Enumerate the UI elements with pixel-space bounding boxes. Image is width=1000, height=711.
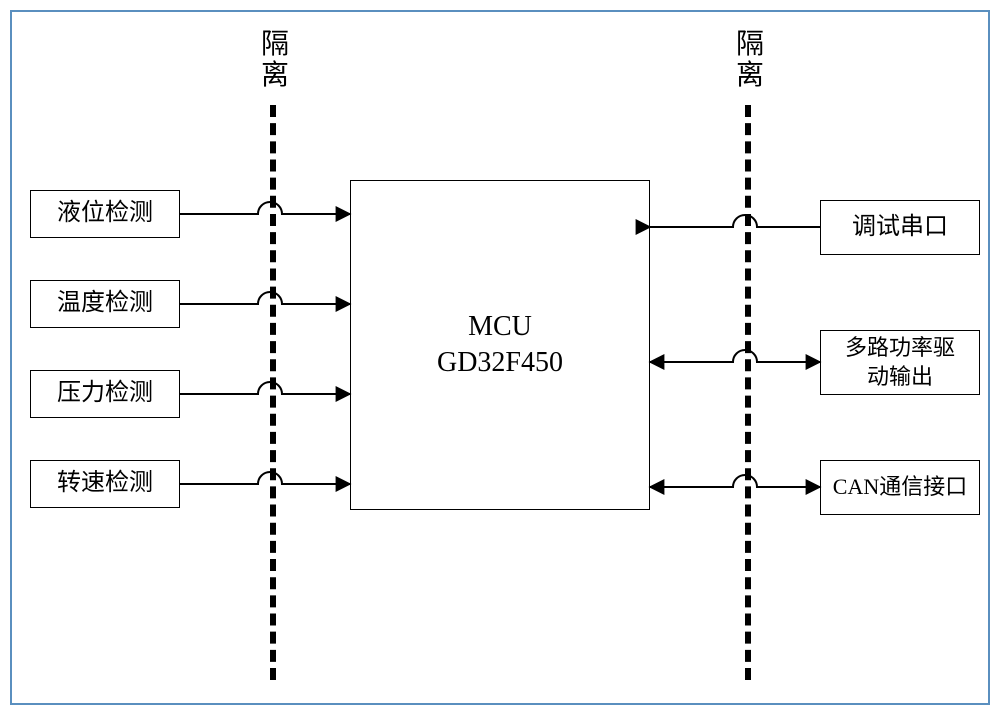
can-interface-box: CAN通信接口: [820, 460, 980, 515]
pressure-box: 压力检测: [30, 370, 180, 418]
isolation-label-left-text: 隔 离: [261, 29, 289, 91]
isolation-label-right: 隔 离: [730, 30, 770, 92]
isolation-label-right-text: 隔 离: [736, 29, 764, 91]
rpm-label: 转速检测: [57, 468, 153, 499]
temperature-box: 温度检测: [30, 280, 180, 328]
pressure-label: 压力检测: [57, 378, 153, 409]
isolation-label-left: 隔 离: [255, 30, 295, 92]
mcu-label-line1: MCU: [468, 311, 532, 342]
power-drive-box: 多路功率驱 动输出: [820, 330, 980, 395]
liquid-level-label: 液位检测: [57, 198, 153, 229]
diagram-canvas: 隔 离 隔 离 MCU GD32F450 液位检测 温度检测 压力检测 转速检测…: [0, 0, 1000, 711]
mcu-label-line2: GD32F450: [437, 347, 563, 378]
isolation-line-left: [270, 105, 276, 680]
can-interface-label: CAN通信接口: [833, 473, 967, 502]
liquid-level-box: 液位检测: [30, 190, 180, 238]
debug-serial-label: 调试串口: [852, 212, 948, 243]
isolation-line-right: [745, 105, 751, 680]
debug-serial-box: 调试串口: [820, 200, 980, 255]
mcu-label: MCU GD32F450: [437, 309, 563, 382]
rpm-box: 转速检测: [30, 460, 180, 508]
temperature-label: 温度检测: [57, 288, 153, 319]
power-drive-label: 多路功率驱 动输出: [845, 334, 955, 391]
mcu-box: MCU GD32F450: [350, 180, 650, 510]
